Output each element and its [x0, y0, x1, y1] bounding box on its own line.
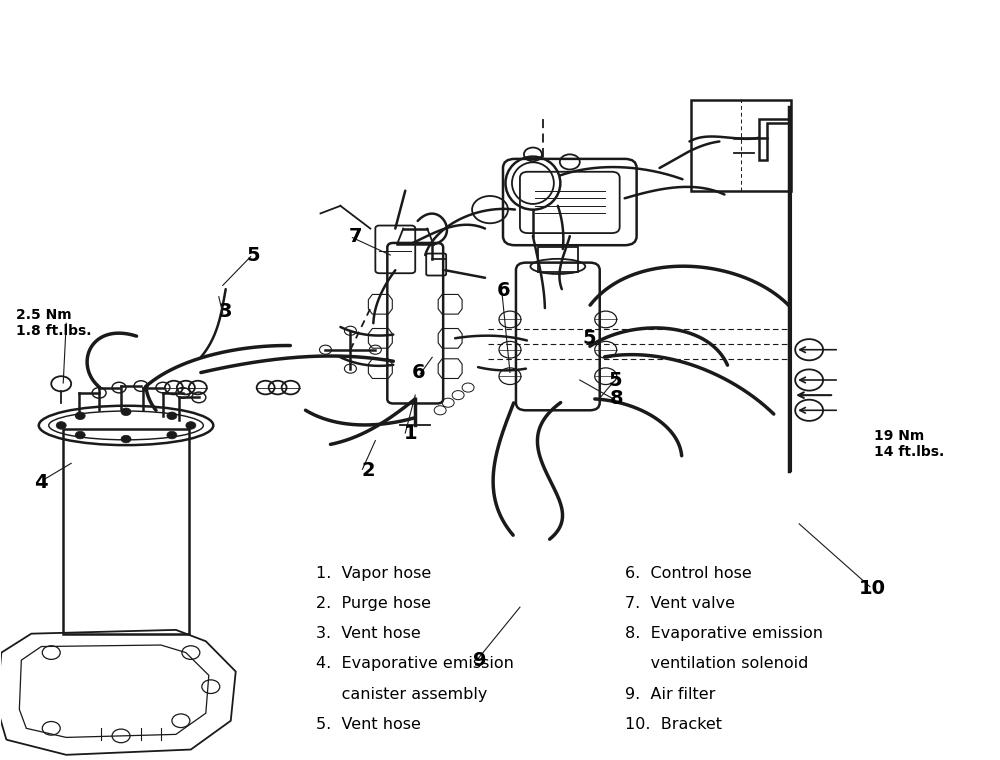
Text: 10.  Bracket: 10. Bracket: [625, 717, 722, 732]
Circle shape: [121, 435, 131, 443]
Text: 1.  Vapor hose: 1. Vapor hose: [316, 565, 431, 581]
Text: 19 Nm
14 ft.lbs.: 19 Nm 14 ft.lbs.: [874, 429, 944, 460]
Text: 10: 10: [858, 578, 885, 597]
Circle shape: [186, 422, 196, 429]
Circle shape: [75, 412, 85, 420]
Circle shape: [121, 408, 131, 416]
Text: 8: 8: [610, 388, 623, 407]
Text: 6.  Control hose: 6. Control hose: [625, 565, 751, 581]
Text: ventilation solenoid: ventilation solenoid: [625, 657, 808, 671]
Text: 5: 5: [247, 245, 260, 264]
Circle shape: [167, 412, 177, 420]
Text: 2.5 Nm
1.8 ft.lbs.: 2.5 Nm 1.8 ft.lbs.: [16, 308, 92, 338]
Circle shape: [167, 431, 177, 439]
Text: 5.  Vent hose: 5. Vent hose: [316, 717, 420, 732]
Text: 2: 2: [362, 461, 375, 480]
Text: 6: 6: [497, 281, 511, 300]
Circle shape: [75, 431, 85, 439]
Text: 6: 6: [411, 363, 425, 382]
Text: 4.  Evaporative emission: 4. Evaporative emission: [316, 657, 513, 671]
Text: 3.  Vent hose: 3. Vent hose: [316, 626, 420, 641]
Text: 5: 5: [609, 371, 622, 389]
Text: 8.  Evaporative emission: 8. Evaporative emission: [625, 626, 823, 641]
Text: 9.  Air filter: 9. Air filter: [625, 687, 715, 701]
Text: 7: 7: [349, 226, 362, 245]
Text: 5: 5: [583, 329, 597, 348]
Text: 1: 1: [403, 423, 417, 442]
Text: 9: 9: [473, 651, 487, 670]
Text: canister assembly: canister assembly: [316, 687, 487, 701]
Circle shape: [56, 422, 66, 429]
Text: 7.  Vent valve: 7. Vent valve: [625, 596, 735, 611]
Text: 2.  Purge hose: 2. Purge hose: [316, 596, 431, 611]
Text: 3: 3: [219, 302, 233, 321]
Text: 4: 4: [34, 473, 48, 492]
